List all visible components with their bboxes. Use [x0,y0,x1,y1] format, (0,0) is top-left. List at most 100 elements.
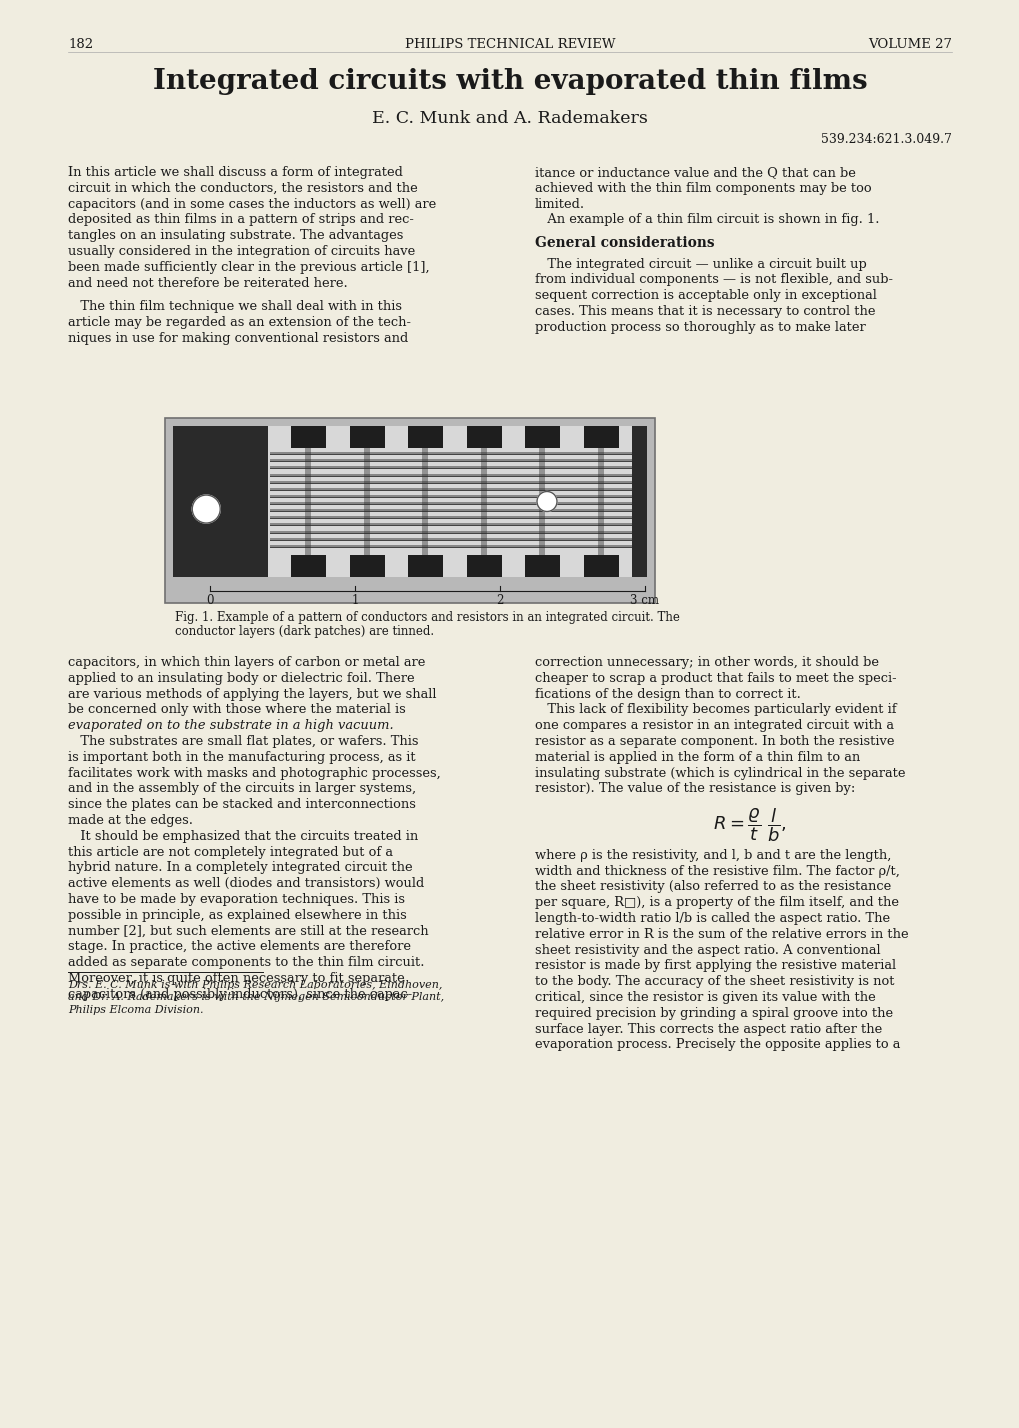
Text: evaporated on to the substrate in a high vacuum.: evaporated on to the substrate in a high… [68,720,393,733]
Bar [270,474,639,477]
Text: itance or inductance value and the Q that can be: itance or inductance value and the Q tha… [535,166,855,178]
Text: 182: 182 [68,39,93,51]
Text: circuit in which the conductors, the resistors and the: circuit in which the conductors, the res… [68,181,418,194]
Text: 2: 2 [496,594,503,607]
Text: have to be made by evaporation techniques. This is: have to be made by evaporation technique… [68,892,405,905]
Text: Moreover, it is quite often necessary to fit separate: Moreover, it is quite often necessary to… [68,972,405,985]
Text: where ρ is the resistivity, and l, b and t are the length,: where ρ is the resistivity, and l, b and… [535,848,891,863]
Text: 539.234:621.3.049.7: 539.234:621.3.049.7 [820,133,951,146]
Text: VOLUME 27: VOLUME 27 [867,39,951,51]
Bar [270,467,639,470]
Text: Integrated circuits with evaporated thin films: Integrated circuits with evaporated thin… [153,69,866,96]
Text: E. C. Munk and A. Rademakers: E. C. Munk and A. Rademakers [372,110,647,127]
Bar [270,488,639,491]
Bar [539,448,544,555]
Bar [270,460,639,463]
Bar [270,503,639,506]
Text: applied to an insulating body or dielectric foil. There: applied to an insulating body or dielect… [68,671,414,685]
Bar [632,426,646,577]
Bar [270,481,639,484]
Text: The integrated circuit — unlike a circuit built up: The integrated circuit — unlike a circui… [535,257,866,271]
Text: required precision by grinding a spiral groove into the: required precision by grinding a spiral … [535,1007,893,1020]
Text: The substrates are small flat plates, or wafers. This: The substrates are small flat plates, or… [68,735,418,748]
Text: and in the assembly of the circuits in larger systems,: and in the assembly of the circuits in l… [68,783,416,795]
Text: tangles on an insulating substrate. The advantages: tangles on an insulating substrate. The … [68,230,403,243]
Bar [408,426,443,448]
Text: Fig. 1. Example of a pattern of conductors and resistors in an integrated circui: Fig. 1. Example of a pattern of conducto… [175,611,680,624]
Text: and need not therefore be reiterated here.: and need not therefore be reiterated her… [68,277,347,290]
Text: It should be emphasized that the circuits treated in: It should be emphasized that the circuit… [68,830,418,843]
Text: achieved with the thin film components may be too: achieved with the thin film components m… [535,181,871,194]
Text: are various methods of applying the layers, but we shall: are various methods of applying the laye… [68,688,436,701]
Text: article may be regarded as an extension of the tech-: article may be regarded as an extension … [68,316,411,328]
Text: This lack of flexibility becomes particularly evident if: This lack of flexibility becomes particu… [535,704,896,717]
Bar [291,555,326,577]
Bar [350,426,384,448]
Text: resistor). The value of the resistance is given by:: resistor). The value of the resistance i… [535,783,855,795]
Text: General considerations: General considerations [535,236,714,250]
Bar [422,448,428,555]
Bar [467,555,501,577]
Bar [270,496,639,498]
Text: made at the edges.: made at the edges. [68,814,193,827]
Text: since the plates can be stacked and interconnections: since the plates can be stacked and inte… [68,798,416,811]
Text: An example of a thin film circuit is shown in fig. 1.: An example of a thin film circuit is sho… [535,213,878,227]
Text: The thin film technique we shall deal with in this: The thin film technique we shall deal wi… [68,300,401,313]
Text: $R = \dfrac{\varrho}{t}\ \dfrac{l}{b},$: $R = \dfrac{\varrho}{t}\ \dfrac{l}{b},$ [712,807,786,844]
Bar [597,448,603,555]
Text: to the body. The accuracy of the sheet resistivity is not: to the body. The accuracy of the sheet r… [535,975,894,988]
Text: limited.: limited. [535,197,585,210]
Text: sequent correction is acceptable only in exceptional: sequent correction is acceptable only in… [535,290,876,303]
Bar [364,448,370,555]
Bar [268,426,641,577]
Bar [291,426,326,448]
Bar [467,426,501,448]
Text: production process so thoroughly as to make later: production process so thoroughly as to m… [535,321,865,334]
Text: niques in use for making conventional resistors and: niques in use for making conventional re… [68,331,408,346]
Text: active elements as well (diodes and transistors) would: active elements as well (diodes and tran… [68,877,424,890]
Text: capacitors, in which thin layers of carbon or metal are: capacitors, in which thin layers of carb… [68,655,425,668]
Bar [408,555,443,577]
Text: correction unnecessary; in other words, it should be: correction unnecessary; in other words, … [535,655,878,668]
Text: surface layer. This corrects the aspect ratio after the: surface layer. This corrects the aspect … [535,1022,881,1035]
Text: evaporation process. Precisely the opposite applies to a: evaporation process. Precisely the oppos… [535,1038,900,1051]
Text: per square, R□), is a property of the film itself, and the: per square, R□), is a property of the fi… [535,897,898,910]
Text: 3 cm: 3 cm [630,594,659,607]
Text: this article are not completely integrated but of a: this article are not completely integrat… [68,845,392,858]
Bar [525,555,559,577]
Text: be concerned only with those where the material is: be concerned only with those where the m… [68,704,406,717]
Bar [173,426,268,577]
Text: and Dr. A. Rademakers is with the Nijmegen Semiconductor Plant,: and Dr. A. Rademakers is with the Nijmeg… [68,992,443,1002]
Text: sheet resistivity and the aspect ratio. A conventional: sheet resistivity and the aspect ratio. … [535,944,879,957]
Bar [525,426,559,448]
Text: hybrid nature. In a completely integrated circuit the: hybrid nature. In a completely integrate… [68,861,413,874]
Text: is important both in the manufacturing process, as it: is important both in the manufacturing p… [68,751,415,764]
Text: the sheet resistivity (also referred to as the resistance: the sheet resistivity (also referred to … [535,881,891,894]
Bar [305,448,311,555]
Text: from individual components — is not flexible, and sub-: from individual components — is not flex… [535,273,892,287]
Text: length-to-width ratio l/b is called the aspect ratio. The: length-to-width ratio l/b is called the … [535,912,890,925]
Bar [583,555,618,577]
Text: cases. This means that it is necessary to control the: cases. This means that it is necessary t… [535,306,874,318]
Bar [165,418,654,603]
Text: one compares a resistor in an integrated circuit with a: one compares a resistor in an integrated… [535,720,893,733]
Bar [270,545,639,548]
Text: deposited as thin films in a pattern of strips and rec-: deposited as thin films in a pattern of … [68,213,414,227]
Bar [270,524,639,527]
Text: been made sufficiently clear in the previous article [1],: been made sufficiently clear in the prev… [68,261,429,274]
Text: added as separate components to the thin film circuit.: added as separate components to the thin… [68,957,424,970]
Text: facilitates work with masks and photographic processes,: facilitates work with masks and photogra… [68,767,440,780]
Text: Philips Elcoma Division.: Philips Elcoma Division. [68,1005,204,1015]
Bar [173,426,646,577]
Text: possible in principle, as explained elsewhere in this: possible in principle, as explained else… [68,908,407,922]
Text: In this article we shall discuss a form of integrated: In this article we shall discuss a form … [68,166,403,178]
Text: fications of the design than to correct it.: fications of the design than to correct … [535,688,800,701]
Text: cheaper to scrap a product that fails to meet the speci-: cheaper to scrap a product that fails to… [535,671,896,685]
Circle shape [192,496,220,523]
Bar [583,426,618,448]
Bar [270,510,639,513]
Text: conductor layers (dark patches) are tinned.: conductor layers (dark patches) are tinn… [175,624,434,637]
Text: stage. In practice, the active elements are therefore: stage. In practice, the active elements … [68,941,411,954]
Text: material is applied in the form of a thin film to an: material is applied in the form of a thi… [535,751,859,764]
Bar [350,555,384,577]
